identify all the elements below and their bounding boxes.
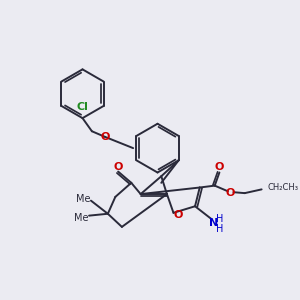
Text: Cl: Cl xyxy=(76,102,88,112)
Text: O: O xyxy=(215,162,224,172)
Text: O: O xyxy=(113,162,123,172)
Text: O: O xyxy=(225,188,234,198)
Text: Me: Me xyxy=(74,212,89,223)
Text: N: N xyxy=(209,218,218,228)
Text: CH₂CH₃: CH₂CH₃ xyxy=(267,183,298,192)
Text: O: O xyxy=(173,210,183,220)
Text: H: H xyxy=(216,224,223,234)
Text: H: H xyxy=(216,214,223,224)
Text: Me: Me xyxy=(76,194,91,204)
Text: O: O xyxy=(100,132,110,142)
